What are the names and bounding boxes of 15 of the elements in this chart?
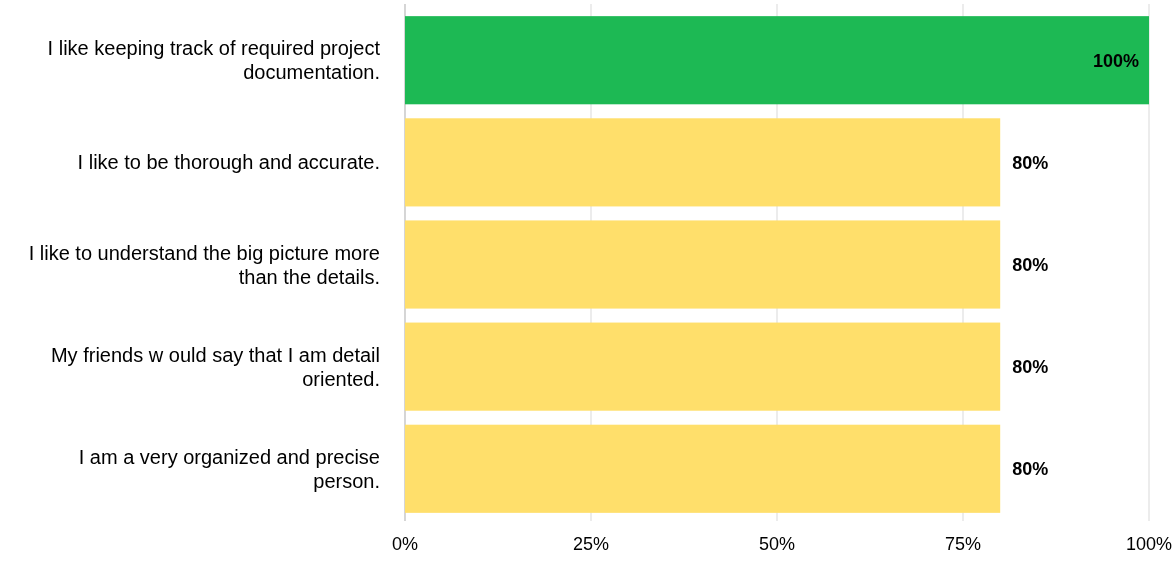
x-tick-label: 100% xyxy=(1125,534,1173,554)
y-tick-label: My friends w ould say that I am detail oriented. xyxy=(50,343,380,390)
y-tick-label: I like to be thorough and accurate. xyxy=(77,151,380,174)
x-tick-label: 75% xyxy=(944,534,982,554)
data-label: 80% xyxy=(1012,356,1049,377)
y-tick-label: I like keeping track of required project documentation. xyxy=(47,37,381,84)
y-tick-label: I like to understand the big picture more than the details. xyxy=(28,241,380,288)
x-tick-label: 50% xyxy=(758,534,796,554)
x-tick-label: 25% xyxy=(572,534,610,554)
data-label: 80% xyxy=(1012,254,1049,275)
x-tick-label: 0% xyxy=(391,534,419,554)
data-label: 100% xyxy=(1092,50,1139,71)
data-label: 80% xyxy=(1012,152,1049,173)
y-tick-label: I am a very organized and precise person. xyxy=(78,445,380,492)
data-label: 80% xyxy=(1012,459,1049,480)
